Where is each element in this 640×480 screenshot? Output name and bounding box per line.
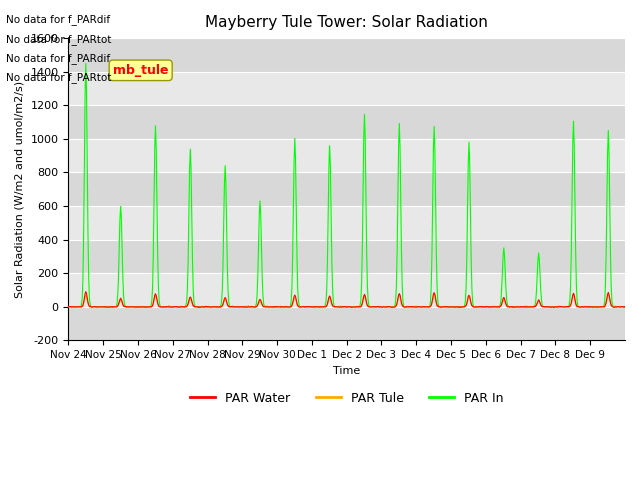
Text: No data for f_PARdif: No data for f_PARdif bbox=[6, 14, 111, 25]
Bar bbox=[68, 307, 625, 340]
Bar bbox=[68, 172, 625, 206]
Y-axis label: Solar Radiation (W/m2 and umol/m2/s): Solar Radiation (W/m2 and umol/m2/s) bbox=[15, 81, 25, 298]
Bar bbox=[68, 206, 625, 240]
X-axis label: Time: Time bbox=[333, 366, 360, 376]
Legend: PAR Water, PAR Tule, PAR In: PAR Water, PAR Tule, PAR In bbox=[186, 387, 508, 410]
Text: No data for f_PARdif: No data for f_PARdif bbox=[6, 53, 111, 64]
Text: mb_tule: mb_tule bbox=[113, 64, 168, 77]
Text: No data for f_PARtot: No data for f_PARtot bbox=[6, 72, 112, 83]
Bar bbox=[68, 273, 625, 307]
Bar bbox=[68, 139, 625, 172]
Bar bbox=[68, 240, 625, 273]
Text: No data for f_PARtot: No data for f_PARtot bbox=[6, 34, 112, 45]
Bar bbox=[68, 38, 625, 72]
Title: Mayberry Tule Tower: Solar Radiation: Mayberry Tule Tower: Solar Radiation bbox=[205, 15, 488, 30]
Bar bbox=[68, 72, 625, 105]
Bar bbox=[68, 105, 625, 139]
